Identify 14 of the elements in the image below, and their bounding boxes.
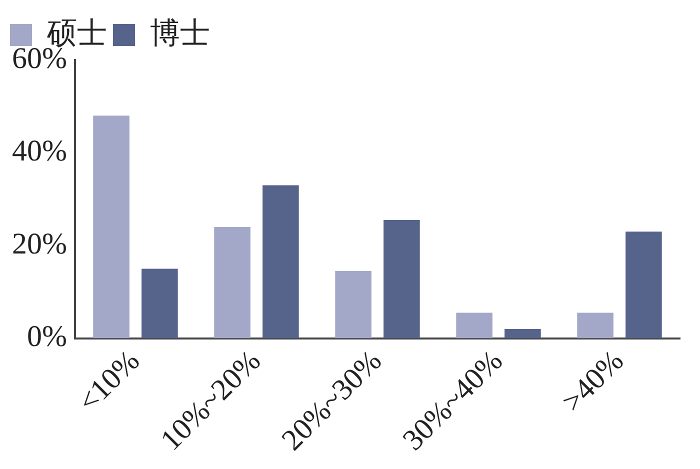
y-tick-label: 40% bbox=[12, 134, 67, 168]
bar bbox=[214, 226, 250, 338]
legend-label: 博士 bbox=[150, 16, 210, 50]
bar bbox=[456, 312, 492, 338]
bar bbox=[93, 116, 130, 338]
y-tick-label: 0% bbox=[26, 320, 67, 354]
bar bbox=[504, 329, 541, 338]
y-tick-label: 20% bbox=[12, 227, 67, 260]
bar bbox=[577, 312, 614, 338]
bar bbox=[626, 232, 662, 338]
bar bbox=[142, 268, 178, 338]
bar bbox=[262, 185, 299, 338]
bar bbox=[384, 220, 420, 338]
bar bbox=[335, 271, 372, 338]
